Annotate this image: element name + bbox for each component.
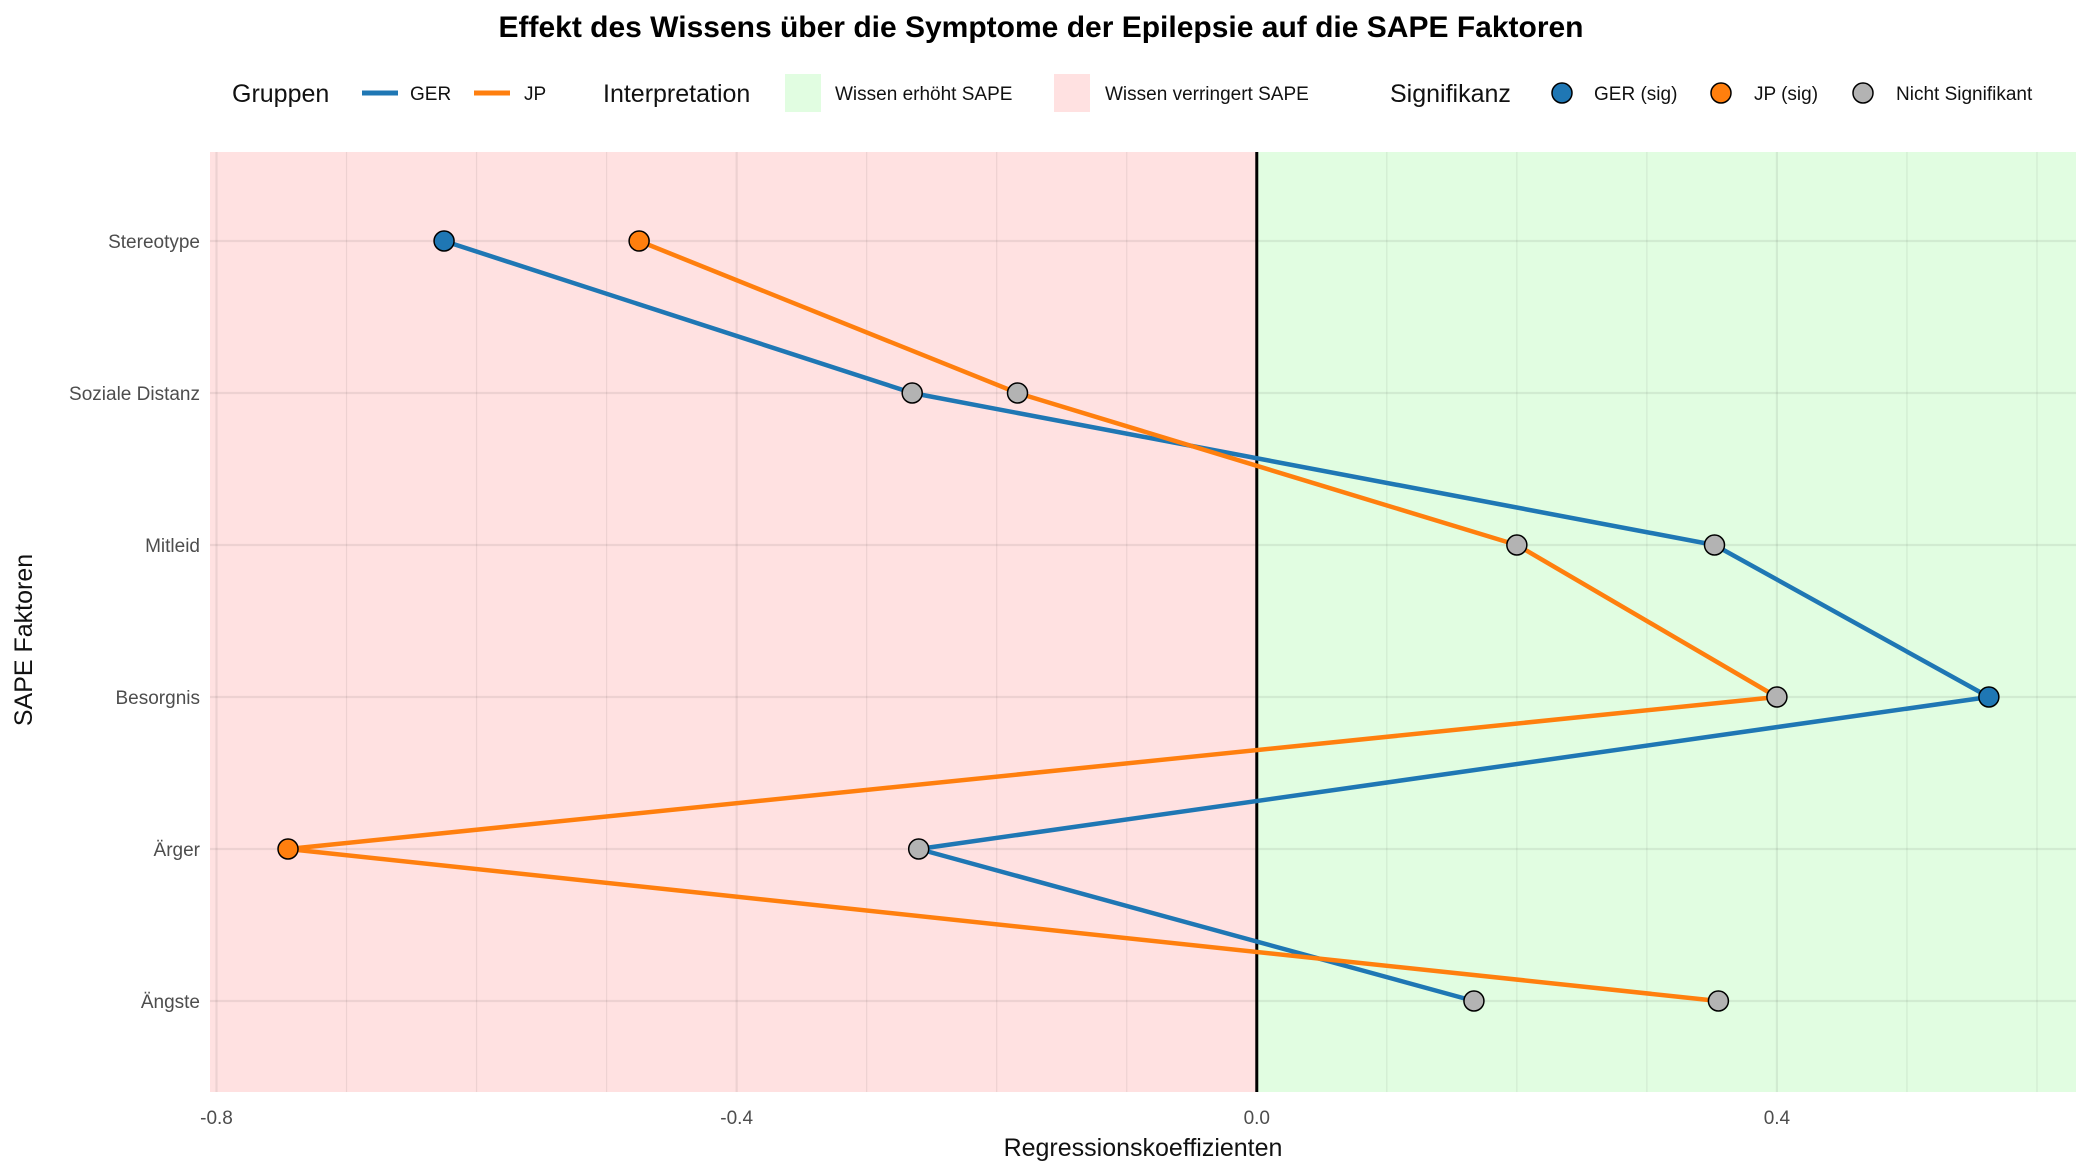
- y-tick-label: Besorgnis: [116, 688, 201, 709]
- point-ger-2: [901, 382, 923, 404]
- point-jp-6: [1707, 990, 1730, 1012]
- region-increase: [1256, 152, 2076, 1092]
- legend-label-decrease: Wissen verringert SAPE: [1105, 84, 1309, 105]
- y-tick-label: Ängste: [141, 992, 200, 1013]
- x-tick-label: 0.4: [1764, 1108, 1791, 1129]
- x-tick-label: -0.8: [200, 1108, 233, 1129]
- point-ger-1: [433, 230, 455, 252]
- point-ger-5: [907, 838, 930, 860]
- point-jp-4: [1766, 686, 1788, 708]
- series-line-ger: [441, 238, 1992, 1004]
- legend-label-jp: JP: [524, 84, 546, 105]
- legend-swatch-decrease: [1054, 74, 1090, 112]
- point-jp-2: [1006, 382, 1029, 404]
- y-tick-label: Ärger: [154, 840, 201, 861]
- y-axis-tick-labels: Stereotype Soziale Distanz Mitleid Besorgni…: [69, 232, 201, 1013]
- chart-title: Effekt des Wissens über die Symptome der…: [498, 11, 1583, 44]
- legend-significance: Signifikanz GER (sig) JP (sig) Nicht Sig…: [1390, 80, 2033, 108]
- point-ger-3: [1703, 534, 1726, 556]
- legend-label-jp-sig: JP (sig): [1754, 84, 1818, 105]
- legend-label-nonsig: Nicht Signifikant: [1896, 84, 2033, 105]
- legend-marker-nonsig: [1852, 82, 1874, 104]
- legend-label-ger-sig: GER (sig): [1594, 84, 1677, 105]
- point-jp-3: [1506, 534, 1528, 556]
- legend-swatch-increase: [785, 74, 821, 112]
- x-axis-tick-labels: -0.8 -0.4 0.0 0.4: [200, 1108, 1790, 1129]
- legend-significance-title: Signifikanz: [1390, 80, 1511, 108]
- legend-label-ger: GER: [410, 84, 451, 105]
- region-decrease: [210, 152, 1257, 1092]
- series-line-jp: [285, 238, 1780, 1004]
- point-jp-5: [277, 838, 299, 860]
- background-regions: [210, 152, 2076, 1092]
- point-ger-6: [1463, 990, 1485, 1012]
- legend-label-increase: Wissen erhöht SAPE: [835, 84, 1012, 105]
- legend-marker-ger-sig: [1551, 82, 1573, 104]
- legend-interpretation: Interpretation Wissen erhöht SAPE Wissen…: [603, 74, 1309, 112]
- point-jp-1: [628, 230, 650, 252]
- point-ger-4: [1978, 686, 2000, 708]
- x-tick-label: -0.4: [720, 1108, 753, 1129]
- legend-groups: Gruppen GER JP: [232, 80, 546, 108]
- legend-marker-jp-sig: [1710, 82, 1732, 104]
- legend: Gruppen GER JP Interpretation Wissen erh…: [232, 74, 2033, 112]
- y-tick-label: Mitleid: [145, 536, 200, 557]
- y-tick-label: Stereotype: [108, 232, 200, 253]
- y-axis-title: SAPE Faktoren: [10, 554, 38, 726]
- series-lines: [285, 238, 1992, 1004]
- y-tick-label: Soziale Distanz: [69, 384, 200, 405]
- x-tick-label: 0.0: [1244, 1108, 1270, 1129]
- data-points: [277, 230, 2000, 1012]
- legend-groups-title: Gruppen: [232, 80, 329, 108]
- x-axis-title: Regressionskoeffizienten: [1004, 1134, 1283, 1162]
- legend-interpretation-title: Interpretation: [603, 80, 750, 108]
